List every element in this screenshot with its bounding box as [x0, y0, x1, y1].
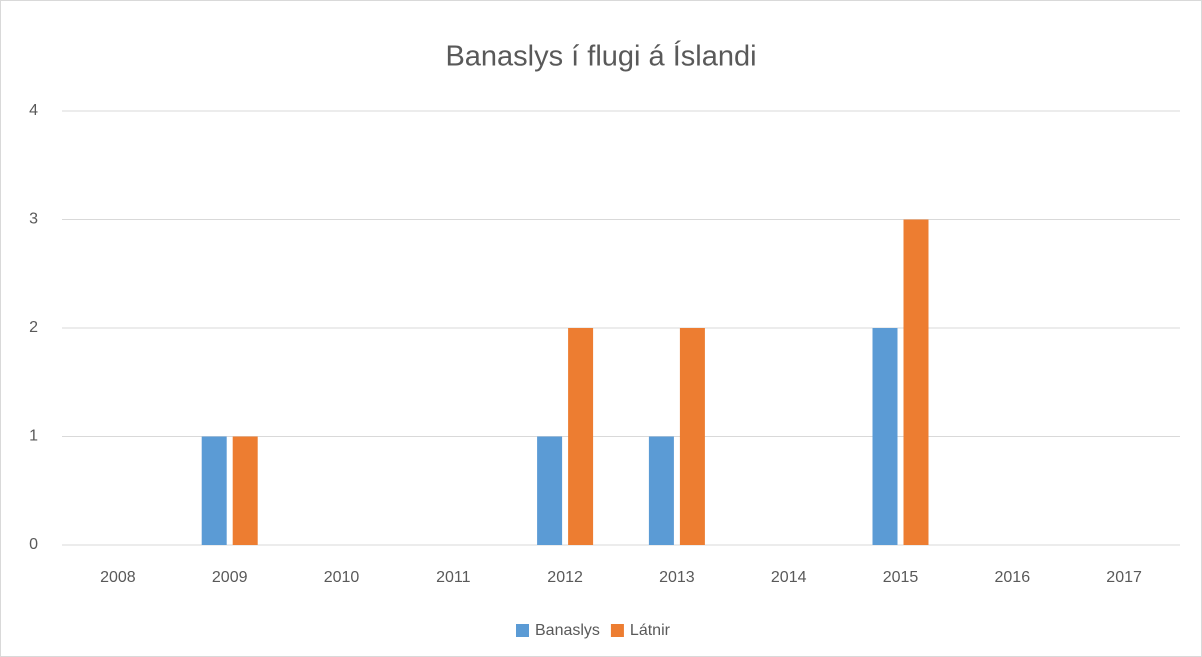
bar	[903, 219, 929, 545]
x-tick-label: 2011	[436, 569, 471, 586]
x-tick-label: 2009	[212, 569, 248, 586]
y-tick-label: 4	[29, 102, 38, 119]
x-tick-label: 2016	[995, 569, 1031, 586]
legend-swatch	[516, 624, 529, 637]
bar	[201, 436, 227, 545]
x-tick-label: 2012	[547, 569, 583, 586]
chart-title: Banaslys í flugi á Íslandi	[445, 40, 756, 73]
x-tick-label: 2015	[883, 569, 919, 586]
y-tick-label: 0	[29, 536, 38, 553]
bar	[872, 328, 898, 545]
legend-label: Banaslys	[535, 622, 600, 639]
y-tick-label: 3	[29, 211, 38, 228]
bar	[232, 436, 258, 545]
bar	[568, 328, 594, 545]
bar	[537, 436, 563, 545]
x-tick-label: 2017	[1106, 569, 1142, 586]
y-tick-label: 1	[29, 428, 38, 445]
bar	[648, 436, 674, 545]
legend-label: Látnir	[630, 622, 671, 639]
x-tick-label: 2010	[324, 569, 360, 586]
x-tick-label: 2014	[771, 569, 807, 586]
y-tick-label: 2	[29, 319, 38, 336]
x-tick-label: 2008	[100, 569, 136, 586]
legend-swatch	[610, 624, 624, 637]
bar	[679, 328, 705, 545]
x-tick-label: 2013	[659, 569, 695, 586]
